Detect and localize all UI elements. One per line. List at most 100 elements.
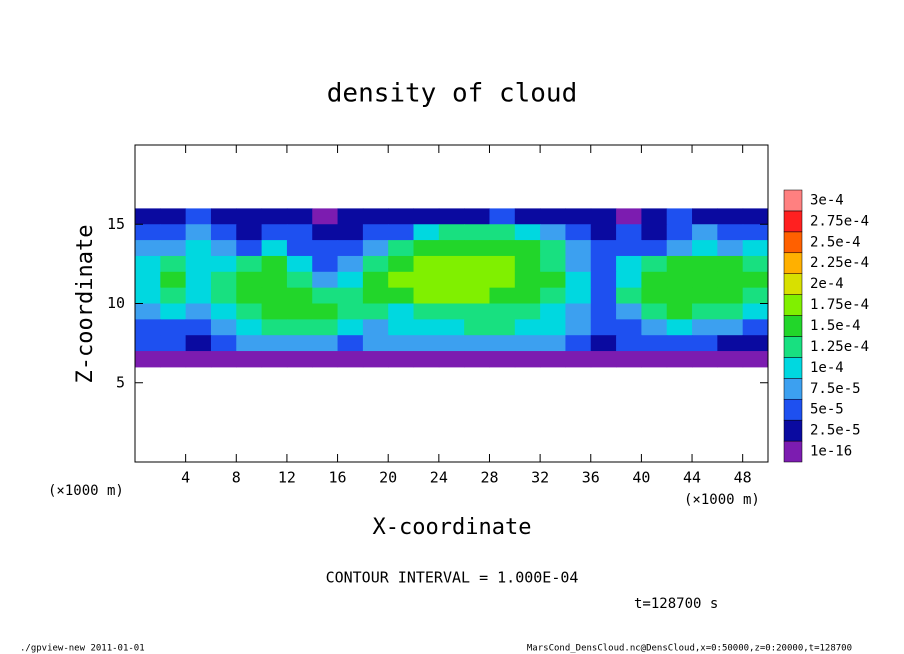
heat-cell	[666, 224, 693, 241]
heat-cell	[692, 271, 718, 289]
colorbar-box	[783, 315, 803, 337]
heat-cell	[210, 208, 237, 225]
heat-cell	[337, 271, 364, 289]
heat-cell	[362, 319, 389, 336]
colorbar-label: 2.5e-5	[810, 423, 861, 439]
heat-cell	[692, 208, 718, 225]
heat-cell	[413, 271, 440, 289]
heat-cell	[717, 351, 744, 368]
colorbar-box	[783, 336, 803, 358]
heat-cell	[337, 224, 364, 241]
heat-cell	[464, 240, 490, 257]
heat-cell	[185, 303, 212, 320]
heat-cell	[464, 335, 490, 352]
heat-cell	[388, 335, 415, 352]
heat-cell	[641, 255, 668, 273]
heat-cell	[286, 224, 313, 241]
colorbar-box	[783, 378, 803, 400]
heat-cell	[464, 319, 490, 336]
colorbar-label: 1.25e-4	[810, 339, 869, 355]
heat-cell	[388, 240, 415, 257]
heat-cell	[160, 335, 187, 352]
heat-cell	[565, 351, 592, 368]
heat-cell	[717, 287, 744, 304]
heat-cell	[135, 208, 161, 225]
heat-cell	[464, 224, 490, 241]
heat-cell	[590, 255, 617, 273]
heat-cell	[413, 287, 440, 304]
heat-cell	[641, 351, 668, 368]
heat-cell	[590, 287, 617, 304]
heat-cell	[210, 319, 237, 336]
heat-cell	[337, 287, 364, 304]
heat-cell	[210, 303, 237, 320]
heat-cell	[514, 224, 541, 241]
heat-cell	[286, 240, 313, 257]
colorbar-box	[783, 273, 803, 295]
heat-cell	[312, 351, 339, 368]
heat-cell	[590, 351, 617, 368]
heat-cell	[312, 224, 339, 241]
heat-cell	[666, 255, 693, 273]
heat-cell	[413, 351, 440, 368]
heat-cell	[413, 303, 440, 320]
heat-cell	[160, 208, 187, 225]
heat-cell	[489, 351, 516, 368]
heat-cell	[616, 335, 642, 352]
heat-cell	[135, 255, 161, 273]
x-tick-label: 40	[632, 469, 650, 487]
heat-cell	[185, 240, 212, 257]
x-tick-label: 4	[181, 469, 190, 487]
heat-cell	[388, 208, 415, 225]
heat-cell	[590, 335, 617, 352]
heat-cell	[590, 319, 617, 336]
heat-cell	[514, 335, 541, 352]
heat-cell	[540, 287, 566, 304]
heat-cell	[514, 255, 541, 273]
heat-cell	[717, 255, 744, 273]
footer-right: MarsCond_DensCloud.nc@DensCloud,x=0:5000…	[527, 644, 852, 654]
heat-cell	[666, 319, 693, 336]
heat-cell	[540, 319, 566, 336]
heat-cell	[616, 287, 642, 304]
heat-cell	[666, 303, 693, 320]
heat-cell	[210, 351, 237, 368]
heat-cell	[438, 335, 465, 352]
heat-cell	[641, 335, 668, 352]
heat-cell	[666, 335, 693, 352]
heat-cell	[261, 319, 288, 336]
heat-cell	[438, 208, 465, 225]
y-axis-label: Z-coordinate	[73, 225, 98, 384]
heat-cell	[742, 271, 769, 289]
heat-cell	[641, 208, 668, 225]
heat-cell	[413, 224, 440, 241]
heat-cell	[717, 319, 744, 336]
x-tick-label: 32	[531, 469, 549, 487]
heat-cell	[514, 351, 541, 368]
heat-cell	[489, 224, 516, 241]
heat-cell	[565, 240, 592, 257]
heat-cell	[514, 319, 541, 336]
heat-cell	[160, 319, 187, 336]
heat-cell	[312, 271, 339, 289]
heat-cell	[413, 335, 440, 352]
y-tick-label: 5	[116, 373, 125, 391]
time-note: t=128700 s	[634, 596, 718, 612]
heat-cell	[388, 255, 415, 273]
heat-cell	[286, 208, 313, 225]
heat-cell	[717, 208, 744, 225]
heat-cell	[312, 335, 339, 352]
heat-cell	[337, 255, 364, 273]
colorbar-box	[783, 398, 803, 421]
heat-cell	[717, 303, 744, 320]
heat-cell	[210, 335, 237, 352]
heat-cell	[641, 224, 668, 241]
heat-cell	[616, 255, 642, 273]
heat-cell	[540, 208, 566, 225]
heat-cell	[692, 335, 718, 352]
heat-cell	[616, 303, 642, 320]
heat-cell	[185, 351, 212, 368]
heat-cell	[160, 303, 187, 320]
heat-cell	[666, 271, 693, 289]
